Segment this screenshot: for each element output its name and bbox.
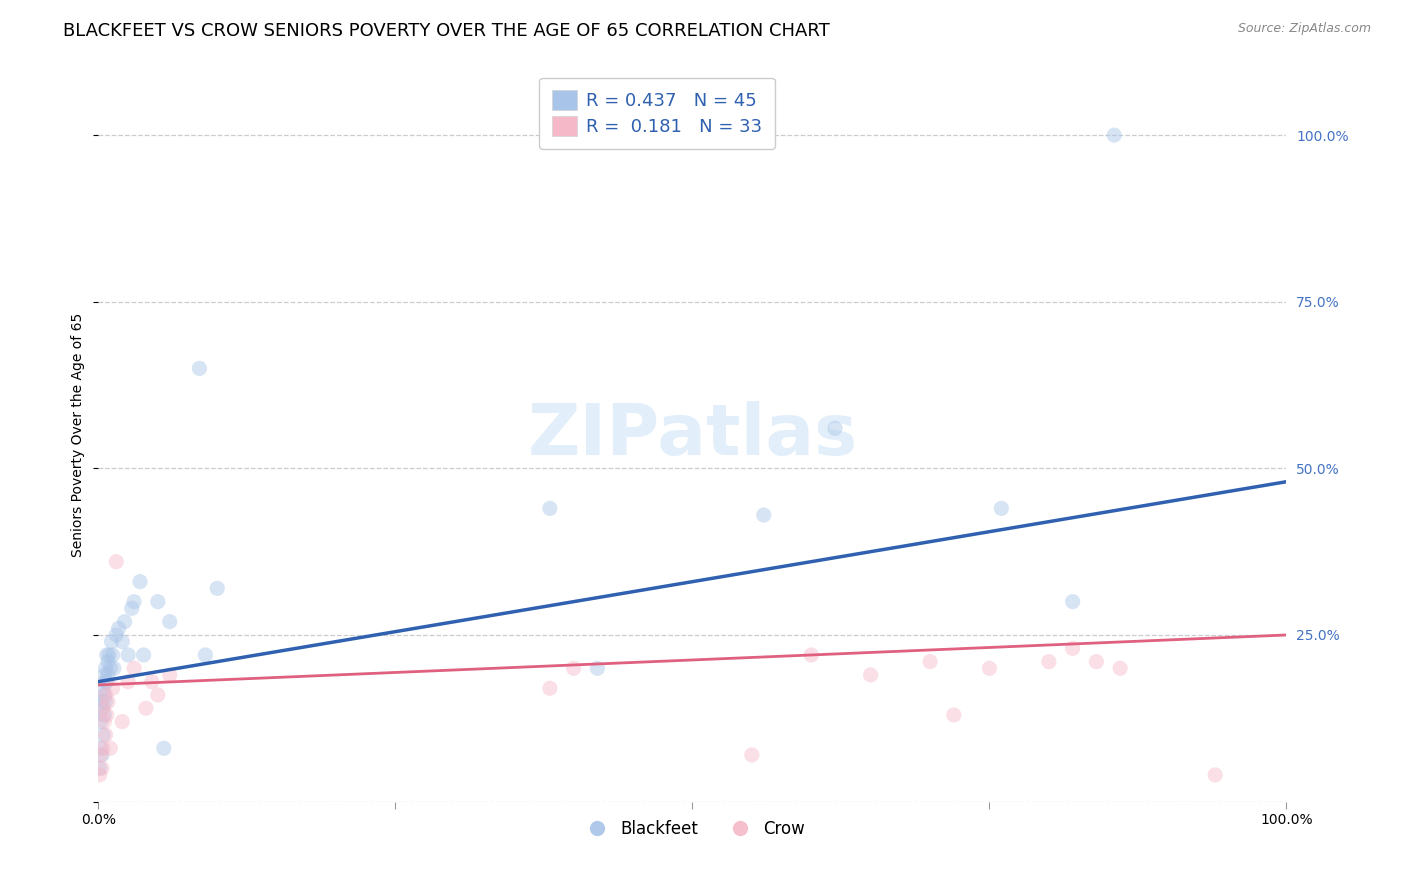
Point	[97, 695, 120, 709]
Text: BLACKFEET VS CROW SENIORS POVERTY OVER THE AGE OF 65 CORRELATION CHART: BLACKFEET VS CROW SENIORS POVERTY OVER T…	[63, 22, 830, 40]
Point	[1062, 594, 1084, 608]
Y-axis label: Seniors Poverty Over the Age of 65: Seniors Poverty Over the Age of 65	[72, 313, 86, 558]
Point	[89, 768, 111, 782]
Point	[207, 582, 229, 596]
Point	[135, 701, 157, 715]
Point	[152, 741, 174, 756]
Point	[159, 615, 181, 629]
Point	[800, 648, 823, 662]
Point	[586, 661, 609, 675]
Point	[1102, 128, 1125, 143]
Point	[741, 747, 763, 762]
Point	[90, 747, 112, 762]
Point	[96, 708, 118, 723]
Point	[979, 661, 1001, 675]
Point	[159, 668, 181, 682]
Point	[105, 628, 128, 642]
Point	[562, 661, 585, 675]
Point	[94, 661, 117, 675]
Legend: Blackfeet, Crow: Blackfeet, Crow	[574, 814, 811, 845]
Point	[98, 661, 121, 675]
Point	[94, 674, 117, 689]
Point	[103, 661, 125, 675]
Point	[91, 728, 114, 742]
Point	[90, 714, 112, 729]
Point	[107, 621, 129, 635]
Point	[96, 648, 118, 662]
Point	[93, 708, 115, 723]
Point	[90, 741, 112, 756]
Point	[1109, 661, 1132, 675]
Point	[538, 501, 561, 516]
Point	[942, 708, 965, 723]
Point	[93, 688, 115, 702]
Point	[105, 555, 128, 569]
Point	[146, 688, 169, 702]
Point	[146, 594, 169, 608]
Point	[990, 501, 1012, 516]
Point	[94, 695, 117, 709]
Point	[114, 615, 136, 629]
Point	[824, 421, 846, 435]
Point	[94, 688, 117, 702]
Point	[111, 714, 134, 729]
Point	[89, 761, 111, 775]
Point	[129, 574, 152, 589]
Point	[188, 361, 211, 376]
Point	[94, 728, 117, 742]
Point	[538, 681, 561, 696]
Point	[93, 668, 115, 682]
Point	[1204, 768, 1226, 782]
Point	[1062, 641, 1084, 656]
Point	[91, 741, 114, 756]
Text: ZIPatlas: ZIPatlas	[527, 401, 858, 469]
Point	[117, 674, 139, 689]
Point	[93, 714, 115, 729]
Point	[122, 661, 145, 675]
Point	[101, 648, 124, 662]
Point	[97, 668, 120, 682]
Point	[141, 674, 163, 689]
Point	[91, 761, 114, 775]
Point	[121, 601, 143, 615]
Point	[91, 701, 114, 715]
Point	[96, 674, 118, 689]
Point	[117, 648, 139, 662]
Point	[122, 594, 145, 608]
Point	[918, 655, 941, 669]
Point	[91, 695, 114, 709]
Point	[132, 648, 155, 662]
Point	[859, 668, 882, 682]
Text: Source: ZipAtlas.com: Source: ZipAtlas.com	[1237, 22, 1371, 36]
Point	[752, 508, 775, 522]
Point	[97, 655, 120, 669]
Point	[111, 634, 134, 648]
Point	[1085, 655, 1108, 669]
Point	[91, 701, 114, 715]
Point	[1038, 655, 1060, 669]
Point	[91, 681, 114, 696]
Point	[98, 741, 121, 756]
Point	[101, 681, 124, 696]
Point	[100, 634, 122, 648]
Point	[98, 648, 121, 662]
Point	[91, 747, 114, 762]
Point	[194, 648, 217, 662]
